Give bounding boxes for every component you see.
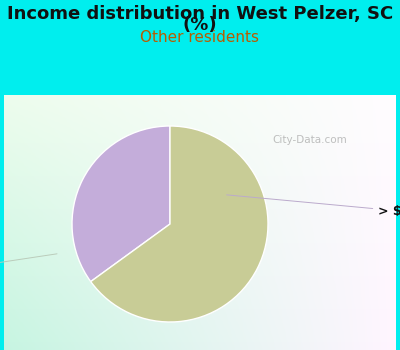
Text: City-Data.com: City-Data.com <box>272 135 347 146</box>
Text: Other residents: Other residents <box>140 30 260 45</box>
Text: Income distribution in West Pelzer, SC: Income distribution in West Pelzer, SC <box>7 5 393 23</box>
Wedge shape <box>72 126 170 282</box>
Text: $40k: $40k <box>0 254 57 280</box>
Text: > $200k: > $200k <box>227 195 400 218</box>
Text: (%): (%) <box>183 16 217 34</box>
Wedge shape <box>91 126 268 322</box>
